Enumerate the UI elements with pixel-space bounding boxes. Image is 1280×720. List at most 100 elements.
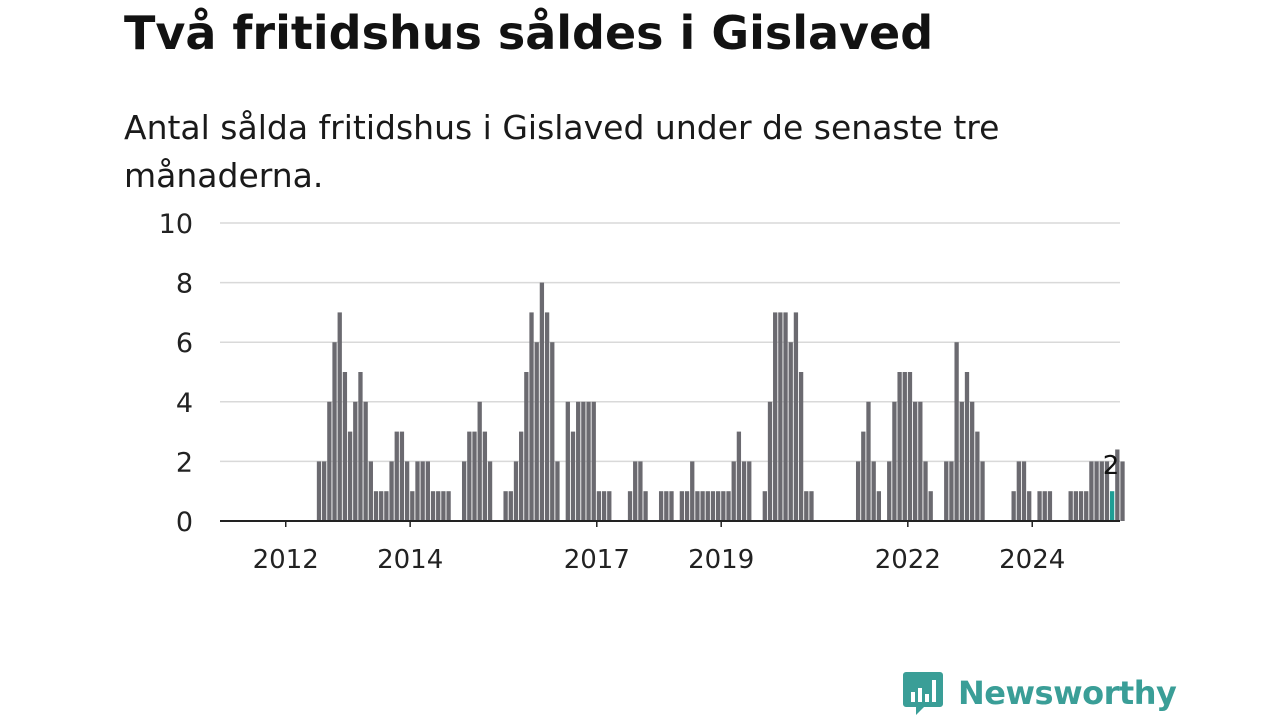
bar (472, 431, 477, 521)
bar (700, 491, 705, 521)
bar (944, 461, 949, 521)
bar (788, 342, 793, 521)
bar (633, 461, 638, 521)
bar (913, 401, 918, 521)
data-label: 2 (1103, 451, 1120, 481)
x-tick-label: 2024 (999, 545, 1065, 575)
bar (773, 312, 778, 521)
bar (1084, 491, 1089, 521)
bar (798, 372, 804, 521)
bar (430, 491, 436, 521)
bar (410, 491, 415, 521)
bar (415, 461, 420, 521)
bar (684, 491, 690, 521)
bar (1011, 491, 1016, 521)
bar (793, 312, 799, 521)
x-axis-ticks: 2012 2014 2017 2019 2022 2024 (253, 521, 1065, 575)
bar (970, 401, 975, 521)
bar (855, 461, 861, 521)
bar (1120, 461, 1125, 521)
bar (778, 312, 783, 521)
bar (586, 401, 591, 521)
bar (1042, 491, 1047, 521)
bar (741, 461, 747, 521)
bar (1104, 461, 1110, 521)
bar (1094, 461, 1099, 521)
bar (695, 491, 700, 521)
bar (347, 431, 353, 521)
bar (767, 401, 773, 521)
bar (353, 401, 358, 521)
bar (980, 461, 985, 521)
bar (1099, 461, 1104, 521)
bar (736, 431, 742, 521)
bar (467, 431, 472, 521)
bar (534, 342, 539, 521)
bar (1068, 491, 1073, 521)
bar (342, 372, 348, 521)
bar (529, 312, 534, 521)
bar (907, 372, 913, 521)
bar (1073, 491, 1078, 521)
bar (669, 491, 674, 521)
bar (783, 312, 788, 521)
bar (389, 461, 394, 521)
bar (1115, 449, 1120, 521)
x-tick-label: 2012 (253, 545, 319, 575)
bar (513, 461, 519, 521)
bar (581, 401, 586, 521)
bar (576, 401, 581, 521)
bar (690, 461, 695, 521)
bar (1037, 491, 1042, 521)
bar (876, 491, 882, 521)
bar (804, 491, 809, 521)
bar (1021, 461, 1027, 521)
bar (871, 461, 876, 521)
bar (425, 461, 430, 521)
bar (461, 461, 467, 521)
bar (762, 491, 767, 521)
bar (570, 431, 576, 521)
bar-highlight (1109, 491, 1115, 521)
chart-subtitle: Antal sålda fritidshus i Gislaved under … (124, 108, 1000, 195)
bar (959, 401, 964, 521)
x-tick-label: 2022 (875, 545, 941, 575)
bar (638, 461, 643, 521)
bar (664, 491, 669, 521)
bar (1078, 491, 1084, 521)
y-tick-label: 6 (176, 328, 193, 359)
bar (436, 491, 441, 521)
bar (887, 461, 892, 521)
bar (923, 461, 928, 521)
newsworthy-logo-icon (903, 672, 943, 715)
y-tick-label: 8 (176, 269, 193, 300)
bar (607, 491, 612, 521)
bar (327, 401, 332, 521)
bar (1047, 491, 1053, 521)
bar (601, 491, 607, 521)
bar (368, 461, 373, 521)
bar (954, 342, 959, 521)
x-tick-label: 2014 (377, 545, 443, 575)
bar (726, 491, 731, 521)
x-tick-label: 2019 (688, 545, 754, 575)
data-labels: 2 (1103, 451, 1120, 481)
y-tick-label: 10 (159, 209, 193, 240)
bar (394, 431, 399, 521)
bar (399, 431, 405, 521)
bar (441, 491, 446, 521)
bar (902, 372, 907, 521)
bar (1089, 461, 1094, 521)
bar (721, 491, 726, 521)
bar (949, 461, 954, 521)
bar (892, 401, 897, 521)
bar (866, 401, 871, 521)
bar (710, 491, 716, 521)
bar (928, 491, 933, 521)
chart-title: Två fritidshus såldes i Gislaved (124, 6, 934, 60)
bar (658, 491, 664, 521)
bar (332, 342, 337, 521)
bar (420, 461, 425, 521)
bar (446, 491, 451, 521)
bar (477, 401, 482, 521)
